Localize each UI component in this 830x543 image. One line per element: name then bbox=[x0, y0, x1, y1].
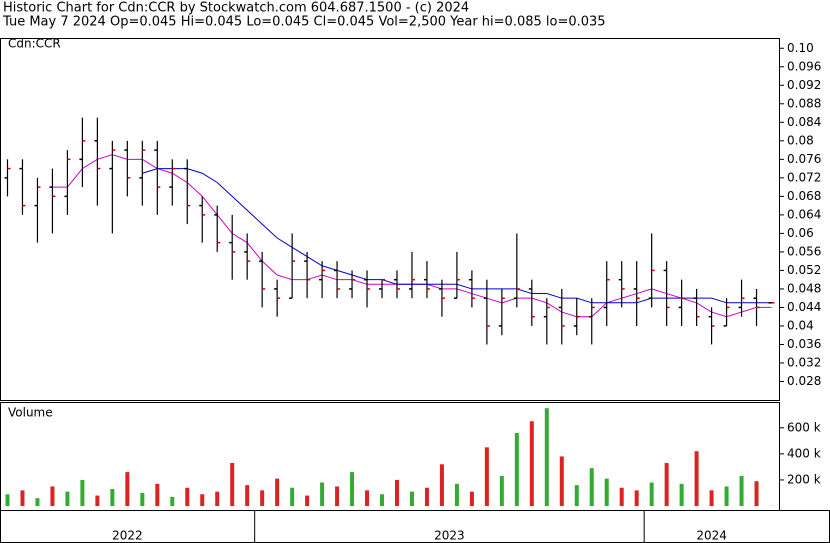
volume-bar bbox=[619, 487, 624, 506]
y-tick-label: 400 k bbox=[787, 446, 821, 460]
volume-bar bbox=[529, 421, 534, 506]
y-tick-label: 0.056 bbox=[787, 244, 821, 258]
volume-bar bbox=[335, 486, 340, 506]
volume-bar bbox=[649, 482, 654, 506]
volume-bar bbox=[439, 464, 444, 506]
volume-bar bbox=[320, 482, 325, 506]
volume-panel-label: Volume bbox=[8, 406, 53, 420]
volume-bar bbox=[125, 472, 130, 506]
volume-bar bbox=[20, 490, 25, 506]
volume-bar bbox=[35, 498, 40, 506]
volume-bar bbox=[215, 491, 220, 506]
volume-bar bbox=[484, 447, 489, 506]
price-panel bbox=[0, 38, 780, 401]
volume-bar bbox=[424, 487, 429, 506]
volume-bar bbox=[754, 481, 759, 506]
y-tick-label: 0.032 bbox=[787, 355, 821, 369]
volume-bar bbox=[200, 494, 205, 506]
x-tick-label: 2024 bbox=[696, 529, 727, 543]
volume-bar bbox=[290, 487, 295, 506]
header-title: Historic Chart for Cdn:CCR by Stockwatch… bbox=[3, 1, 469, 16]
volume-bar bbox=[155, 483, 160, 506]
y-tick-label: 0.10 bbox=[787, 41, 814, 55]
y-tick-label: 0.08 bbox=[787, 133, 814, 147]
volume-bar bbox=[260, 490, 265, 506]
volume-bar bbox=[679, 483, 684, 506]
volume-bar bbox=[80, 479, 85, 506]
volume-bar bbox=[350, 472, 355, 506]
y-tick-label: 0.068 bbox=[787, 189, 821, 203]
volume-bar bbox=[454, 483, 459, 506]
volume-bar bbox=[409, 491, 414, 506]
volume-bar bbox=[499, 476, 504, 506]
volume-bar bbox=[589, 468, 594, 506]
y-tick-label: 0.076 bbox=[787, 152, 821, 166]
header-quote: Tue May 7 2024 Op=0.045 Hi=0.045 Lo=0.04… bbox=[2, 15, 606, 30]
volume-bar bbox=[65, 491, 70, 506]
volume-bar bbox=[185, 487, 190, 506]
volume-bar bbox=[514, 432, 519, 506]
volume-bar bbox=[95, 495, 100, 506]
volume-bar bbox=[230, 462, 235, 506]
y-tick-label: 0.072 bbox=[787, 170, 821, 184]
volume-bar bbox=[50, 486, 55, 506]
volume-bar bbox=[604, 478, 609, 506]
y-tick-label: 0.088 bbox=[787, 96, 821, 110]
y-tick-label: 200 k bbox=[787, 472, 821, 486]
volume-bar bbox=[245, 485, 250, 506]
volume-bar bbox=[110, 489, 115, 506]
y-tick-label: 0.06 bbox=[787, 226, 814, 240]
volume-bar bbox=[394, 479, 399, 506]
y-tick-label: 0.028 bbox=[787, 374, 821, 388]
y-tick-label: 0.052 bbox=[787, 263, 821, 277]
x-tick-label: 2023 bbox=[434, 529, 465, 543]
volume-bar bbox=[544, 408, 549, 506]
y-tick-label: 0.064 bbox=[787, 207, 821, 221]
volume-bar bbox=[739, 476, 744, 506]
volume-bar bbox=[275, 478, 280, 506]
volume-bar bbox=[709, 490, 714, 506]
volume-bar bbox=[664, 462, 669, 506]
volume-bar bbox=[170, 496, 175, 506]
y-tick-label: 0.036 bbox=[787, 337, 821, 351]
volume-bar bbox=[380, 494, 385, 506]
volume-bar bbox=[574, 485, 579, 506]
volume-bar bbox=[469, 491, 474, 506]
volume-bar bbox=[5, 494, 10, 506]
volume-bar bbox=[694, 451, 699, 506]
y-tick-label: 0.044 bbox=[787, 300, 821, 314]
y-tick-label: 600 k bbox=[787, 420, 821, 434]
y-tick-label: 0.048 bbox=[787, 281, 821, 295]
volume-bar bbox=[724, 486, 729, 506]
y-tick-label: 0.096 bbox=[787, 59, 821, 73]
y-tick-label: 0.04 bbox=[787, 318, 814, 332]
volume-bar bbox=[140, 492, 145, 506]
volume-bar bbox=[634, 490, 639, 506]
price-panel-label: Cdn:CCR bbox=[8, 37, 61, 51]
x-tick-label: 2022 bbox=[112, 529, 143, 543]
volume-bar bbox=[305, 495, 310, 506]
volume-bar bbox=[365, 490, 370, 506]
y-tick-label: 0.092 bbox=[787, 78, 821, 92]
volume-bar bbox=[559, 456, 564, 506]
y-tick-label: 0.084 bbox=[787, 115, 821, 129]
